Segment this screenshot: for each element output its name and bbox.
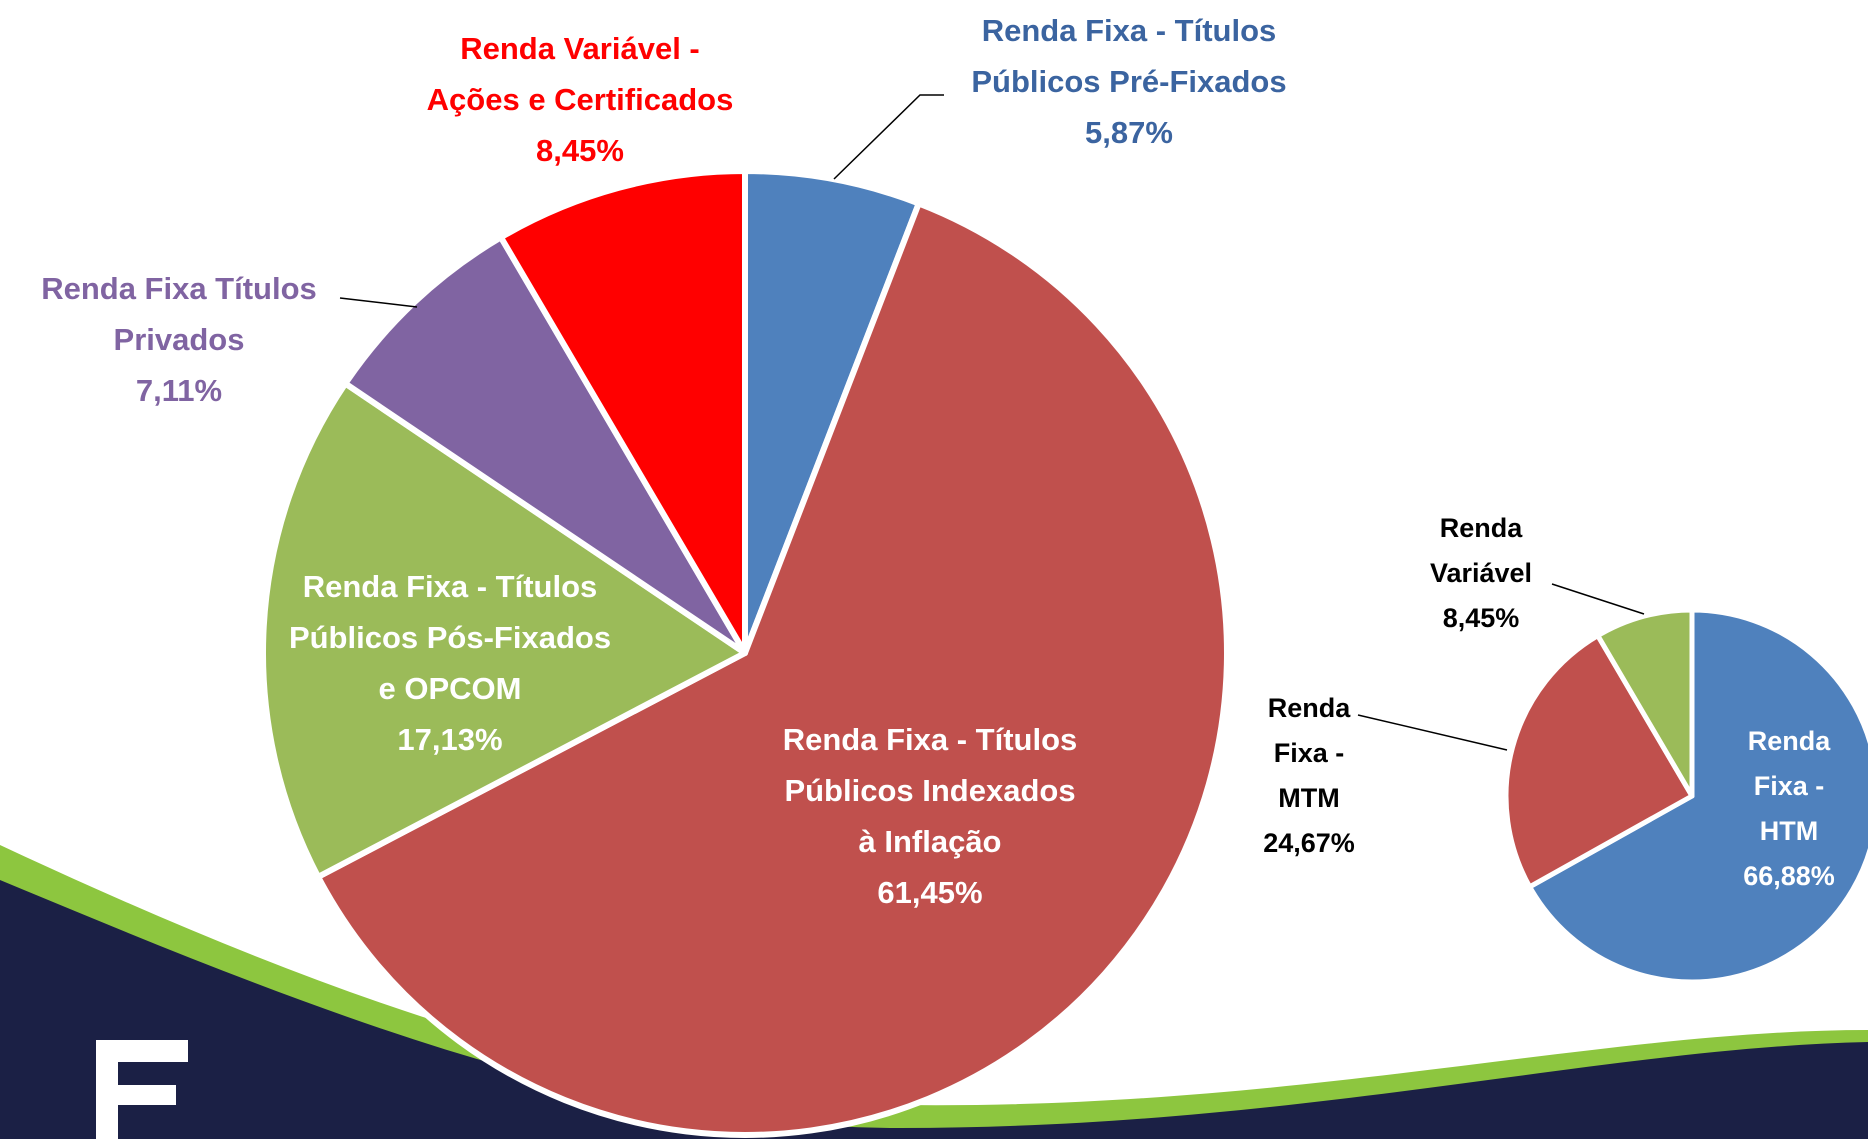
leader-line (833, 94, 944, 180)
slice-label: Renda Variável - Ações e Certificados 8,4… (370, 23, 790, 176)
value-label: 5,87% (1085, 115, 1173, 150)
value-label: 7,11% (135, 373, 223, 408)
value-label: 8,45% (536, 133, 624, 168)
value-label: 24,67% (1263, 828, 1355, 858)
slice-label: Renda Fixa - MTM 24,67% (1234, 686, 1384, 866)
slice-label: Renda Fixa - Títulos Públicos Pré-Fixado… (919, 5, 1339, 158)
leader-line (1551, 583, 1645, 615)
leader-lines (339, 94, 1645, 751)
pie-slice (342, 234, 748, 656)
leader-line (1357, 714, 1508, 751)
logo (96, 1040, 188, 1139)
category-label: Renda Fixa - Títulos Públicos Indexados … (782, 722, 1078, 859)
category-label: Renda Fixa - Títulos Públicos Pré-Fixado… (971, 13, 1287, 99)
category-label: Renda Fixa - HTM (1747, 726, 1831, 846)
pie-slice (1527, 607, 1868, 985)
navy-band (0, 870, 1868, 1139)
pie-slice (260, 380, 748, 880)
category-label: Renda Variável (1429, 513, 1533, 588)
category-label: Renda Fixa - MTM (1267, 693, 1351, 813)
background (0, 845, 1868, 1139)
category-label: Renda Fixa - Títulos Públicos Pós-Fixado… (288, 569, 612, 706)
value-label: 17,13% (397, 722, 503, 757)
value-label: 66,88% (1743, 861, 1835, 891)
category-label: Renda Variável - Ações e Certificados (426, 31, 734, 117)
pie-slice (1503, 633, 1695, 890)
pies (260, 168, 1868, 1138)
pie-slice (1595, 607, 1695, 799)
slice-label: Renda Fixa Títulos Privados 7,11% (4, 263, 354, 416)
leader-line (339, 297, 418, 308)
value-label: 61,45% (877, 875, 983, 910)
slice-label: Renda Fixa - Títulos Públicos Indexados … (720, 714, 1140, 918)
pie-slice (497, 168, 748, 656)
value-label: 8,45% (1442, 603, 1520, 633)
slice-label: Renda Fixa - HTM 66,88% (1714, 719, 1864, 899)
pie-slice (315, 200, 1230, 1138)
slice-label: Renda Fixa - Títulos Públicos Pós-Fixado… (240, 561, 660, 765)
category-label: Renda Fixa Títulos Privados (41, 271, 317, 357)
slice-label: Renda Variável 8,45% (1401, 506, 1561, 641)
